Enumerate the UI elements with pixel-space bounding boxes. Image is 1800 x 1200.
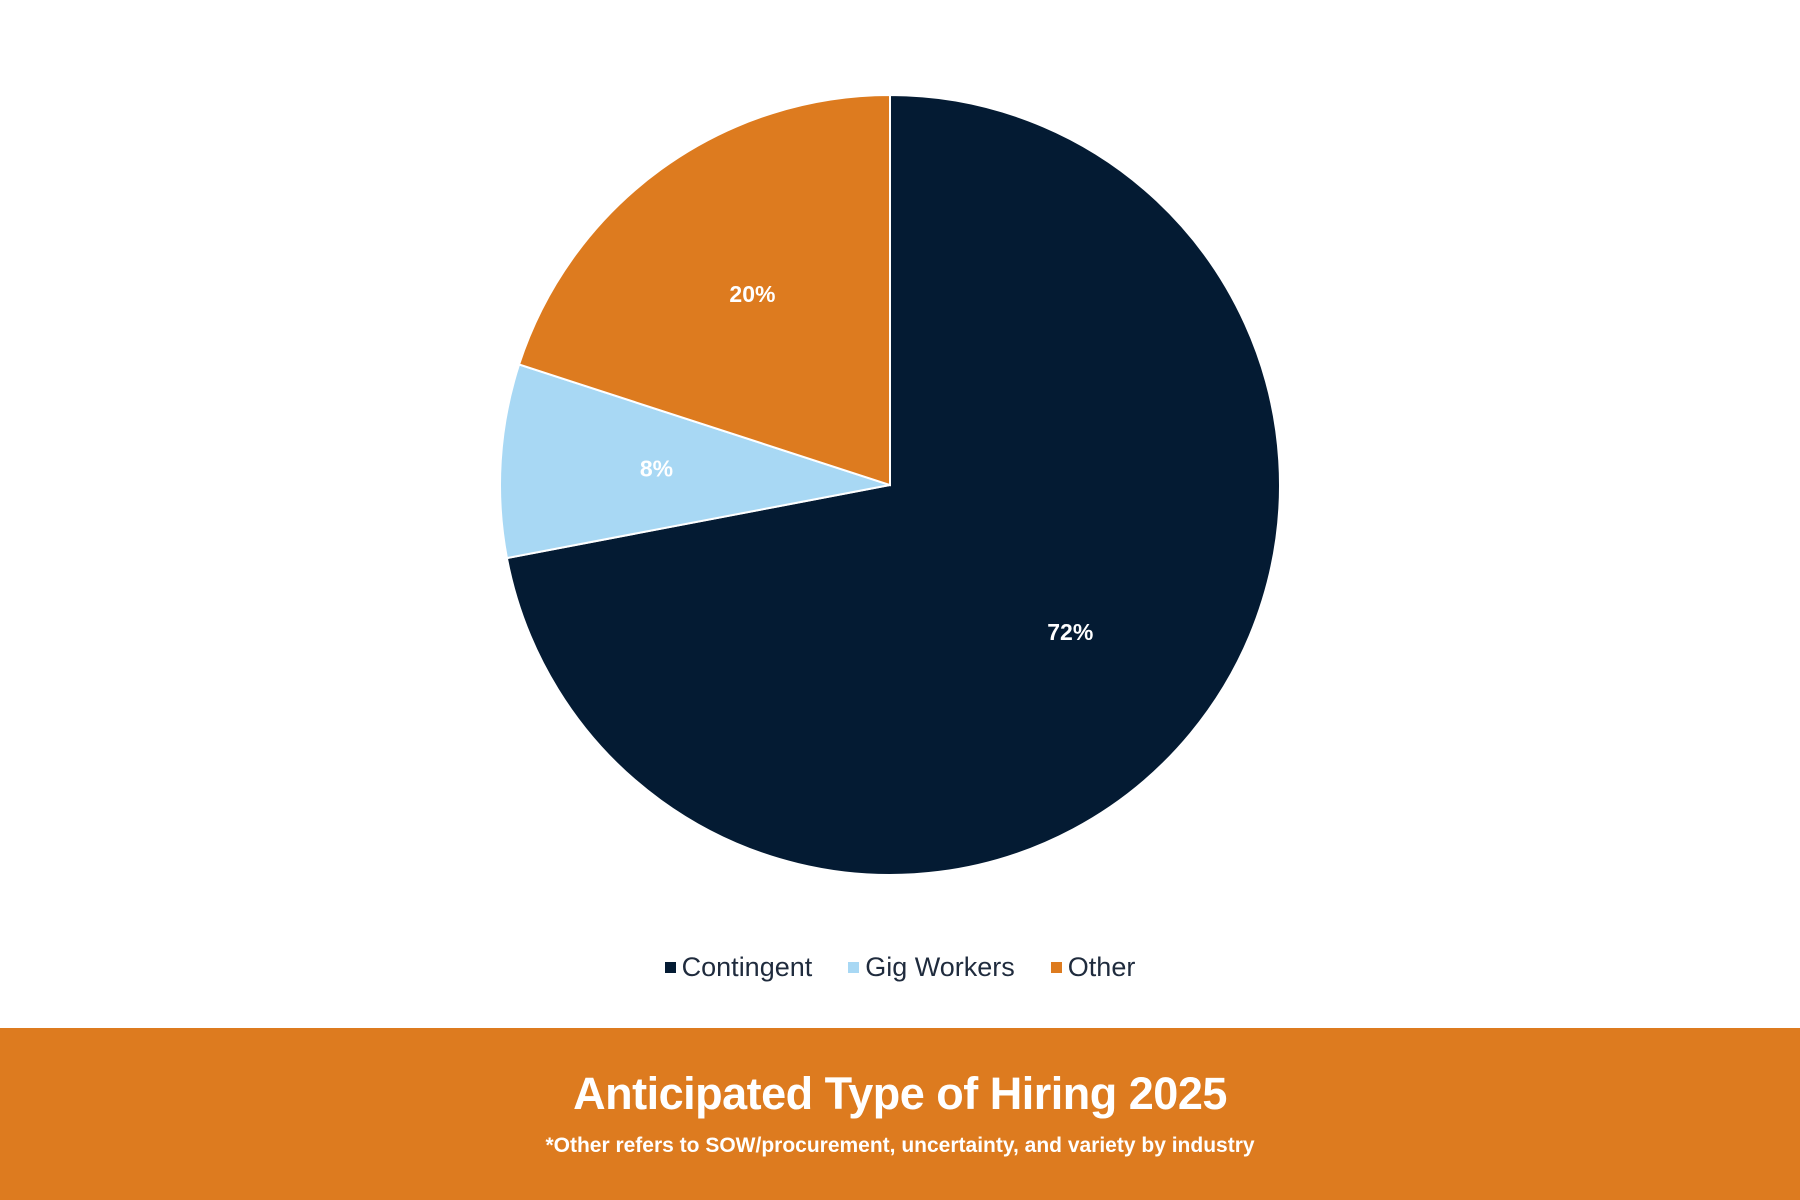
- legend-label-contingent: Contingent: [681, 952, 813, 982]
- legend-item-other: Other: [1050, 952, 1136, 983]
- legend-label-other: Other: [1067, 952, 1136, 982]
- pie-slice-other: [517, 93, 891, 487]
- legend-swatch-other: [1050, 962, 1062, 973]
- chart-title: Anticipated Type of Hiring 2025: [573, 1068, 1227, 1119]
- legend-item-gig-workers: Gig Workers: [848, 952, 1015, 983]
- legend-label-gig-workers: Gig Workers: [865, 952, 1015, 982]
- data-label-other: 20%: [729, 281, 775, 307]
- legend-item-contingent: Contingent: [664, 952, 813, 983]
- legend-swatch-gig-workers: [848, 962, 860, 973]
- legend-swatch-contingent: [664, 962, 676, 973]
- pie-chart: 72% 8% 20%: [499, 93, 1281, 876]
- data-label-gig-workers: 8%: [640, 455, 673, 481]
- pie-slice-contingent: [505, 93, 1281, 876]
- chart-footnote: *Other refers to SOW/procurement, uncert…: [545, 1134, 1255, 1157]
- pie-slice-gig-workers: [499, 363, 891, 560]
- chart-legend: Contingent Gig Workers Other: [0, 952, 1800, 983]
- footer-banner: Anticipated Type of Hiring 2025 *Other r…: [0, 1028, 1800, 1200]
- data-label-contingent: 72%: [1047, 619, 1093, 645]
